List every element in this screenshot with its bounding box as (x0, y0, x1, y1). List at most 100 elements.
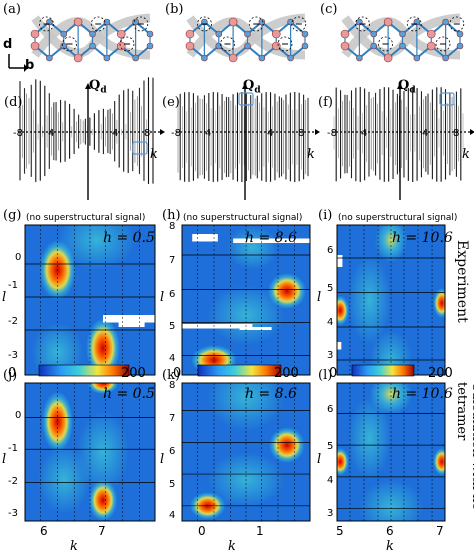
cbar-h-min: 0 (173, 366, 182, 381)
atom (399, 42, 406, 50)
atom (30, 41, 40, 51)
side-label-calculation: Calculation with no tetramer (454, 382, 474, 511)
l-ytick-2: 4 (327, 475, 334, 486)
atom (340, 41, 350, 51)
j-xlabel: k (70, 539, 78, 554)
displacement-circle (133, 16, 149, 32)
colorbar (197, 364, 282, 377)
atom (258, 54, 266, 62)
panel-frame (24, 382, 156, 522)
displacement-circle (62, 36, 77, 52)
masked-region (192, 234, 218, 242)
structure-panel (30, 13, 154, 63)
atom (60, 30, 68, 38)
qd-axis-arrow (85, 83, 91, 89)
k-ytick-0: 8 (169, 380, 176, 391)
intensity-blob (374, 225, 408, 263)
structure-panel (340, 13, 465, 63)
l-xtick-2: 7 (436, 524, 444, 538)
zoom-box (439, 92, 455, 106)
k-ylabel: l (160, 452, 165, 467)
axis-d-label: d (3, 37, 13, 52)
i-ytick-1: 5 (327, 283, 334, 294)
note-g: (no superstructural signal) (26, 213, 146, 223)
displacement-circle (119, 36, 135, 52)
atom (146, 42, 154, 50)
heatmap-panel (336, 224, 446, 376)
cbar-i-min: 0 (329, 366, 338, 381)
heatmap-panel (181, 224, 311, 376)
heatmap-panel (24, 382, 156, 522)
displacement-circle (406, 16, 422, 32)
atom (442, 54, 449, 62)
masked-region (337, 255, 343, 267)
atom (116, 41, 126, 51)
atom (146, 30, 154, 38)
h-value-l: h = 10.6 (392, 386, 453, 402)
i-ytick-0: 6 (327, 245, 334, 256)
intensity-blob (433, 447, 445, 476)
intensity-blob (77, 410, 129, 494)
h-ylabel: l (160, 290, 165, 305)
g-ytick-3: -3 (8, 350, 18, 361)
stick-e-tick-4: 8 (298, 128, 305, 139)
g-ytick-1: -1 (8, 280, 18, 291)
cbar-g-max: 200 (121, 366, 146, 381)
heatmap-panel (336, 382, 446, 522)
k-ytick-4: 4 (169, 510, 176, 521)
stick-d-tick-3: 4 (112, 128, 119, 139)
j-xtick-1: 7 (98, 524, 106, 538)
atom (185, 41, 195, 51)
intensity-blob (38, 445, 90, 515)
atom (370, 30, 378, 38)
g-ylabel: l (2, 290, 7, 305)
atom (426, 29, 436, 39)
atom (132, 18, 139, 26)
stick-f-tick-3: 4 (422, 128, 429, 139)
l-xlabel: k (386, 539, 394, 554)
stick-e-tick-1: -8 (171, 128, 181, 139)
atom (301, 30, 309, 38)
displacement-circle (435, 36, 451, 52)
stick-panel (18, 77, 165, 200)
stick-panel (332, 83, 474, 200)
displacement-circle (90, 16, 106, 32)
atom (89, 42, 96, 50)
intensity-blob (226, 225, 278, 270)
atom (89, 30, 96, 38)
atom (426, 41, 436, 51)
colorbar (38, 364, 130, 377)
h-value-j: h = 0.5 (103, 386, 155, 402)
h-value-k: h = 8.6 (245, 386, 297, 402)
k-ytick-3: 5 (169, 479, 176, 490)
k-label-d: k (150, 147, 158, 162)
side-label-experiment: Experiment (454, 240, 470, 323)
h-value-i: h = 10.6 (392, 230, 453, 246)
k-xtick-0: 0 (198, 524, 206, 538)
displacement-circle (220, 36, 235, 52)
intensity-blob (269, 427, 305, 464)
atom (215, 30, 223, 38)
panel-label-l: (l) (318, 368, 333, 383)
atom (399, 30, 406, 38)
k-axis-arrow (160, 129, 165, 135)
masked-region (182, 324, 253, 329)
displacement-circle (449, 16, 465, 32)
atom (301, 42, 309, 50)
atom (244, 30, 251, 38)
displacement-circle (197, 16, 212, 32)
structure-panel (185, 13, 309, 63)
h-value-h: h = 8.6 (245, 230, 297, 246)
stick-panel (176, 83, 320, 200)
atom (185, 29, 195, 39)
stick-e-tick-3: 4 (267, 128, 274, 139)
panel-label-i: (i) (318, 208, 333, 223)
stick-f-tick-2: 4 (361, 128, 368, 139)
intensity-blob (31, 322, 84, 375)
atom (116, 29, 126, 39)
cbar-i-max: 200 (428, 366, 453, 381)
displacement-circle (277, 36, 293, 52)
stick-d-tick-2: 4 (48, 128, 55, 139)
masked-region (233, 238, 310, 243)
panel-label-f: (f) (318, 95, 333, 110)
